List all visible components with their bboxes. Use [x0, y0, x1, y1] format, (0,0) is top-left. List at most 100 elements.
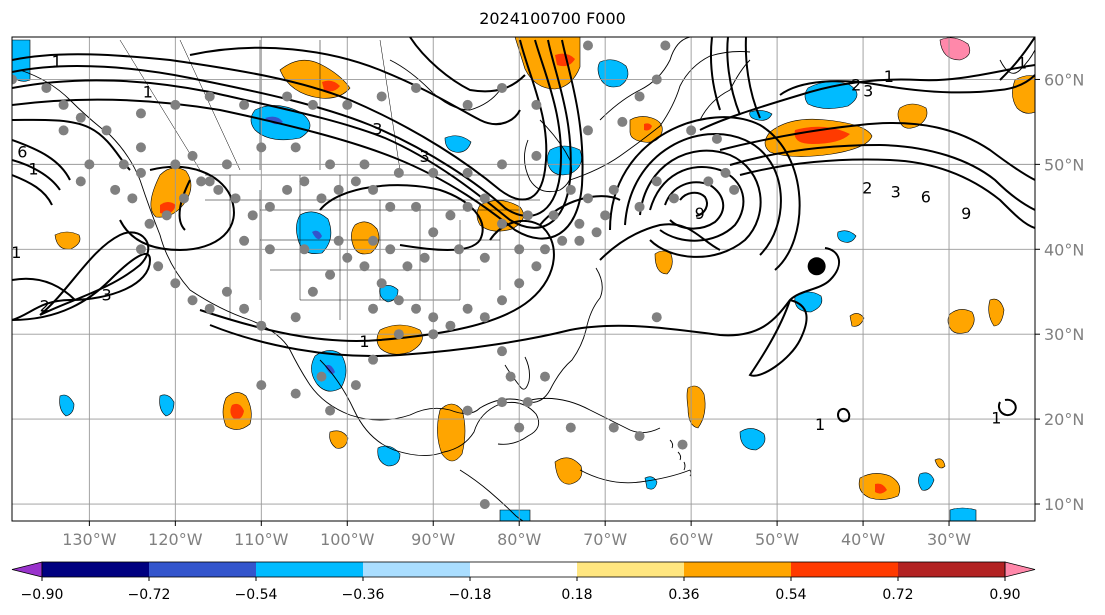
station-dot: [196, 176, 207, 187]
colorbar-swatch: [256, 562, 363, 577]
station-dot: [462, 167, 473, 178]
shade-blob: [444, 135, 472, 153]
x-tick-label: 100°W: [320, 530, 375, 549]
y-tick-label: 40°N: [1044, 240, 1084, 259]
shade-blob: [160, 202, 176, 214]
shade-blob: [934, 458, 946, 469]
shade-blob: [918, 472, 935, 491]
station-dot: [247, 210, 258, 221]
station-dot: [127, 193, 138, 204]
shade-blob: [597, 59, 629, 88]
colorbar-under-arrow: [11, 561, 43, 578]
station-dot: [178, 193, 189, 204]
colorbar-swatch: [898, 562, 1005, 577]
station-dot: [565, 184, 576, 195]
station-dot: [445, 320, 456, 331]
shade-blob: [554, 457, 583, 485]
station-dot: [428, 329, 439, 340]
coastline: [569, 51, 751, 181]
colorbar-swatch: [470, 562, 577, 577]
station-dot: [368, 235, 379, 246]
anomaly-shading: [12, 37, 1035, 521]
y-tick-label: 30°N: [1044, 325, 1084, 344]
station-dot: [299, 244, 310, 255]
contour-label: 3: [863, 81, 873, 100]
x-tick-label: 60°W: [669, 530, 713, 549]
station-dot: [582, 193, 593, 204]
colorbar-label: 0.18: [561, 587, 592, 603]
station-dot: [290, 388, 301, 399]
station-dot: [497, 397, 508, 408]
contour-line: [12, 253, 152, 321]
station-dot: [118, 159, 129, 170]
y-tick-label: 60°N: [1044, 70, 1084, 89]
station-dot: [325, 269, 336, 280]
contour-label: 1: [359, 332, 369, 351]
shade-blob: [686, 385, 706, 429]
contour-line: [726, 37, 741, 116]
contour-line: [209, 247, 840, 357]
coastline: [579, 469, 691, 484]
shade-blob: [875, 483, 887, 494]
contour-label: 3: [372, 120, 382, 139]
contour-line: [12, 174, 53, 206]
contour-line: [837, 408, 851, 423]
colorbar-label: 0.36: [668, 587, 699, 603]
station-dot: [711, 133, 722, 144]
station-dot: [239, 303, 250, 314]
station-dot: [497, 295, 508, 306]
station-dot: [368, 303, 379, 314]
colorbar-swatch: [149, 562, 256, 577]
contour-line: [664, 181, 725, 230]
latitude-axis: 60°N 50°N 40°N 30°N 20°N 10°N: [1035, 70, 1084, 514]
station-dot: [75, 176, 86, 187]
contour-line: [12, 39, 572, 229]
colorbar-label: −0.36: [342, 587, 385, 603]
station-dot: [239, 99, 250, 110]
station-dot: [634, 431, 645, 442]
station-dot: [342, 252, 353, 263]
station-dot: [307, 286, 318, 297]
station-dot: [161, 210, 172, 221]
station-dot: [497, 346, 508, 357]
station-dot: [574, 218, 585, 229]
station-dot: [539, 371, 550, 382]
shade-blob: [897, 103, 928, 129]
colorbar-label: 0.54: [775, 587, 806, 603]
station-dot: [445, 210, 456, 221]
coastline: [319, 359, 540, 456]
station-dot: [385, 201, 396, 212]
station-dot: [428, 312, 439, 323]
station-dot: [282, 91, 293, 102]
contour-line: [779, 74, 1035, 96]
station-dot: [651, 74, 662, 85]
x-tick-label: 130°W: [62, 530, 117, 549]
station-dot: [204, 91, 215, 102]
contour-label: 1: [884, 67, 894, 86]
contour-line: [319, 184, 484, 251]
x-tick-label: 30°W: [927, 530, 971, 549]
station-dot: [359, 261, 370, 272]
station-dot: [531, 150, 542, 161]
station-dot: [462, 405, 473, 416]
station-dot: [333, 184, 344, 195]
coastline: [389, 59, 501, 111]
station-dot: [548, 210, 559, 221]
shade-blob: [59, 394, 75, 417]
colorbar-label: −0.18: [449, 587, 492, 603]
shade-blob: [949, 507, 977, 521]
station-dot: [428, 167, 439, 178]
station-dot: [368, 354, 379, 365]
station-dot: [368, 184, 379, 195]
station-dot: [170, 99, 181, 110]
station-dot: [290, 312, 301, 323]
contour-line: [748, 299, 808, 377]
colorbar-swatch: [684, 562, 791, 577]
station-dot: [230, 193, 241, 204]
station-dot: [522, 397, 533, 408]
contour-line: [12, 118, 131, 171]
station-dot: [385, 244, 396, 255]
